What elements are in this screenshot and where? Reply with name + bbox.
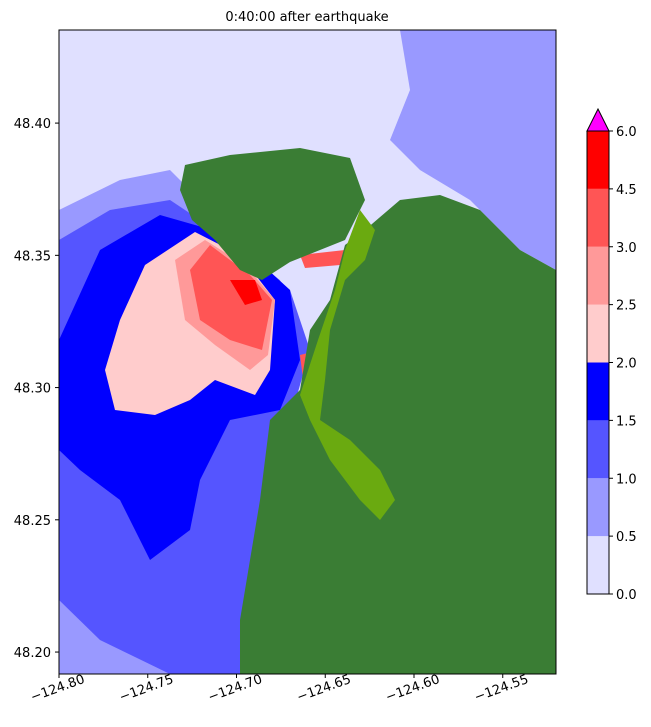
y-tick-label: 48.20 bbox=[14, 646, 51, 661]
colorbar-tick-label: 3.0 bbox=[616, 241, 637, 256]
colorbar-tick-label: 1.0 bbox=[616, 472, 637, 487]
plot-frame bbox=[58, 29, 557, 675]
colorbar-tick-label: 2.5 bbox=[616, 299, 637, 314]
colorbar-extend bbox=[586, 107, 610, 132]
colorbar-frame bbox=[586, 130, 610, 595]
colorbar-segment bbox=[587, 188, 609, 247]
colorbar-segment bbox=[587, 362, 609, 421]
x-tick-label: −124.60 bbox=[384, 672, 442, 705]
y-tick-label: 48.40 bbox=[14, 117, 51, 132]
colorbar-segment bbox=[587, 536, 609, 594]
y-tick-label: 48.30 bbox=[14, 382, 51, 397]
x-tick-label: −124.55 bbox=[472, 672, 530, 705]
x-tick-label: −124.75 bbox=[117, 672, 175, 705]
x-tick-label: −124.65 bbox=[295, 672, 353, 705]
colorbar-segment bbox=[587, 478, 609, 537]
colorbar-tick-label: 0.0 bbox=[616, 588, 637, 603]
y-tick-label: 48.25 bbox=[14, 514, 51, 529]
colorbar-segment bbox=[587, 131, 609, 189]
colorbar-tick-label: 0.5 bbox=[616, 530, 637, 545]
colorbar-segment bbox=[587, 420, 609, 479]
map-image bbox=[59, 30, 556, 674]
colorbar-tick-label: 2.0 bbox=[616, 357, 637, 372]
x-tick-label: −124.70 bbox=[206, 672, 264, 705]
colorbar-tick-label: 4.5 bbox=[616, 183, 637, 198]
plot-title: 0:40:00 after earthquake bbox=[225, 10, 388, 25]
colorbar-tick-label: 1.5 bbox=[616, 414, 637, 429]
x-tick-label: −124.80 bbox=[29, 672, 87, 705]
colorbar-segment bbox=[587, 304, 609, 363]
colorbar-tick-label: 6.0 bbox=[616, 125, 637, 140]
colorbar-segment bbox=[587, 246, 609, 305]
y-tick-label: 48.35 bbox=[14, 249, 51, 264]
